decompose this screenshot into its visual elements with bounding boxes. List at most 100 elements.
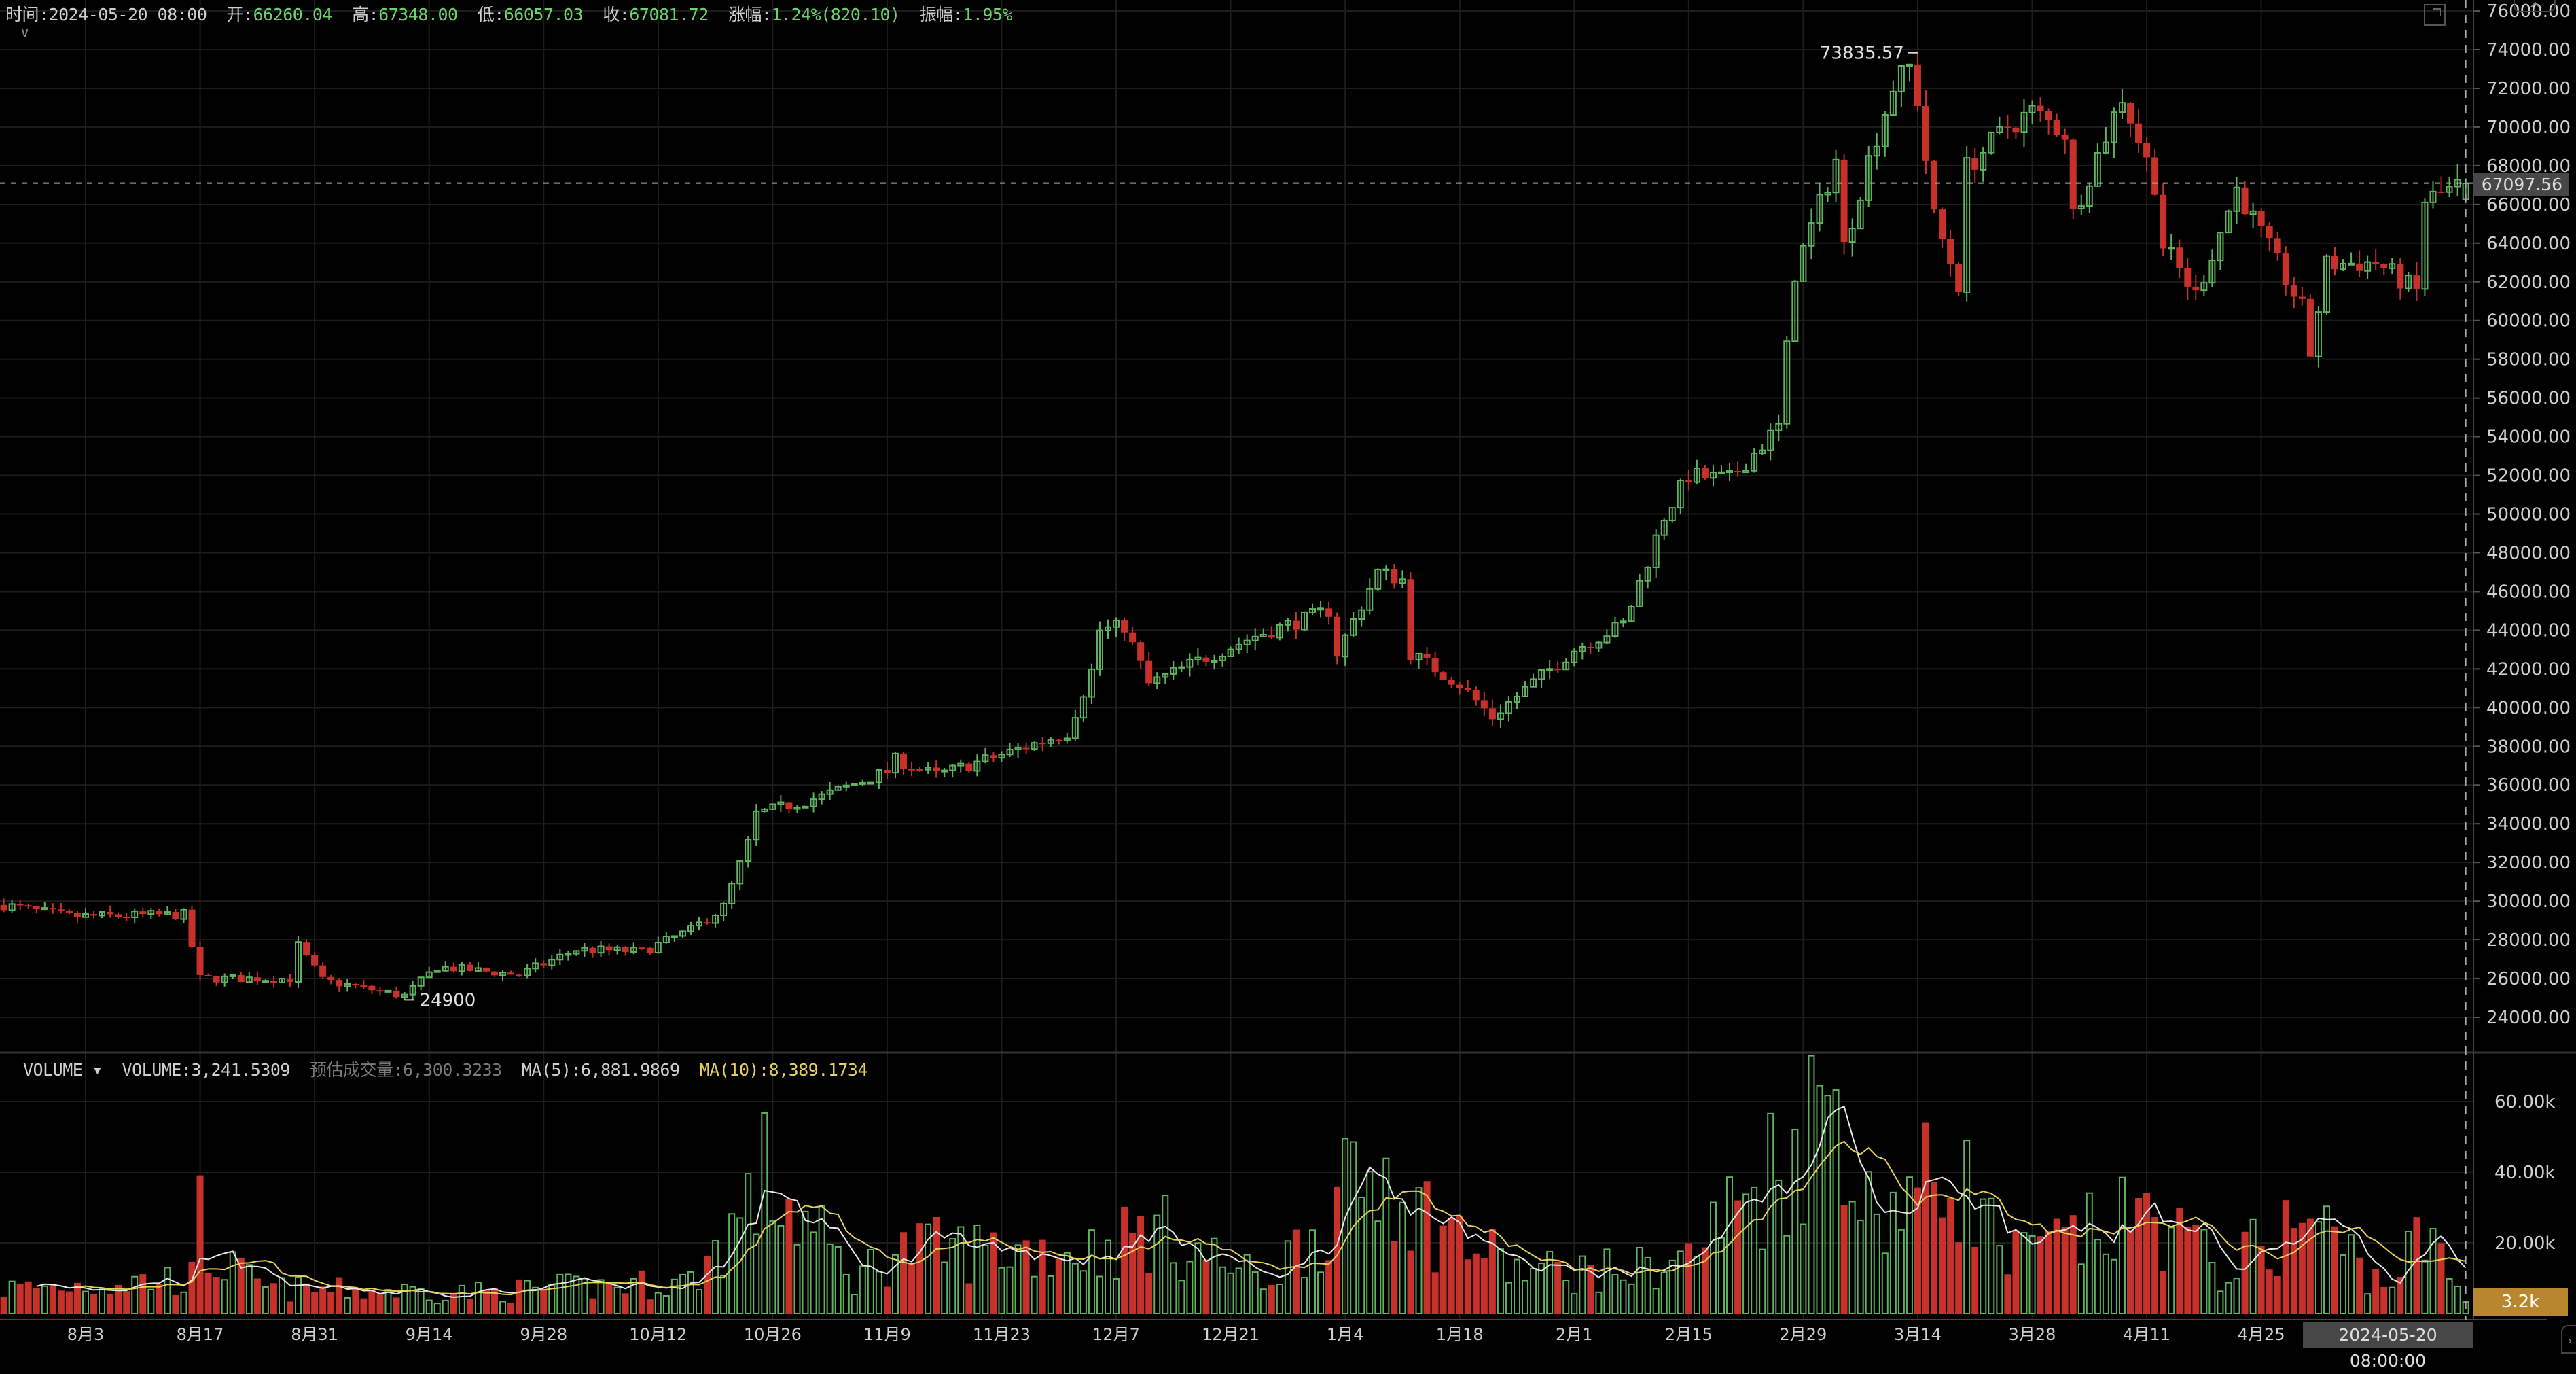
candle-up [2225, 210, 2232, 234]
volume-bar [1628, 1283, 1635, 1314]
volume-bar [262, 1286, 269, 1315]
volume-bar [2274, 1275, 2281, 1314]
volume-bar [1325, 1260, 1333, 1314]
candle-down [2151, 157, 2159, 195]
chevron-down-icon[interactable]: ∨ [20, 24, 30, 41]
candle-down [352, 983, 359, 986]
volume-bar [777, 1225, 785, 1315]
candle-down [1480, 700, 1488, 709]
candle-up [1857, 199, 1864, 230]
volume-bar [1448, 1218, 1455, 1314]
candle-up [1832, 158, 1840, 194]
candle-up [2020, 111, 2028, 133]
candle-up [818, 793, 825, 800]
volume-bar [1767, 1112, 1774, 1315]
volume-bar [8, 1280, 16, 1314]
volume-bar [1881, 1252, 1889, 1314]
candle-up [802, 805, 809, 809]
candle-down [2184, 268, 2192, 287]
candle-down [1448, 680, 1455, 685]
candle-down [2437, 191, 2445, 193]
change-value: 1.24%(820.10) [771, 5, 900, 24]
volume-bar [1889, 1191, 1897, 1315]
volume-bar [499, 1301, 507, 1314]
volume-bar [1636, 1246, 1643, 1314]
volume-ma-lines [36, 1105, 2467, 1299]
volume-bar [1595, 1291, 1603, 1314]
volume-bar [1006, 1266, 1014, 1315]
candle-up [761, 808, 768, 812]
volume-indicator-select[interactable]: VOLUME [23, 1060, 83, 1080]
fullscreen-icon[interactable] [2424, 4, 2446, 26]
candle-up [687, 925, 694, 932]
candle-down [1055, 739, 1062, 741]
volume-bar [1235, 1267, 1242, 1315]
candle-down [2069, 139, 2077, 209]
candle-up [1031, 742, 1038, 750]
price-tick-label: 42000.00 [2486, 659, 2571, 680]
price-tick-label: 52000.00 [2486, 466, 2571, 487]
volume-ma5-line [36, 1105, 2467, 1299]
price-tick-label: 44000.00 [2486, 620, 2571, 641]
candle-down [605, 946, 613, 951]
volume-bar [646, 1299, 654, 1314]
volume-bar [908, 1263, 916, 1314]
volume-tick-label: 60.00k [2494, 1092, 2556, 1112]
candle-up [1153, 676, 1161, 684]
candle-up [696, 921, 702, 927]
volume-bar [2421, 1259, 2429, 1315]
candle-down [1022, 747, 1030, 750]
candle-down [2331, 256, 2338, 270]
candle-up [679, 930, 686, 937]
candle-up [1751, 453, 1758, 472]
candle-down [196, 947, 204, 975]
volume-bar [2446, 1278, 2453, 1315]
candle-down [1971, 158, 1979, 170]
candle-up [131, 911, 139, 918]
candle-up [1350, 618, 1357, 636]
candle-down [933, 767, 940, 772]
candle-up [8, 903, 16, 911]
candle-down [123, 917, 130, 919]
candle-down [900, 753, 907, 769]
volume-bar [1129, 1233, 1137, 1314]
candle-down [2004, 126, 2011, 128]
volume-bar [793, 1244, 801, 1314]
candle-up [2118, 102, 2126, 113]
volume-bar [524, 1280, 531, 1314]
price-tick-label: 50000.00 [2486, 505, 2571, 525]
candle-up [1366, 588, 1374, 611]
volume-bar [2348, 1234, 2355, 1314]
candle-down [2045, 111, 2052, 120]
candle-down [1423, 653, 1431, 658]
candle-down [785, 802, 793, 809]
candle-down [1734, 471, 1742, 473]
candle-down [2176, 247, 2183, 268]
volume-bar [2110, 1258, 2117, 1315]
price-tick-label: 62000.00 [2486, 272, 2571, 293]
candle-up [1178, 666, 1185, 669]
candle-up [1227, 648, 1234, 657]
chevron-up-icon[interactable] [2514, 0, 2556, 12]
candle-down [2298, 296, 2306, 299]
crosshair-date-label: 2024-05-20 08:00:00 [2303, 1322, 2473, 1371]
chevron-right-icon[interactable]: › [2561, 1325, 2576, 1354]
volume-bar [1546, 1250, 1554, 1314]
time-value: 2024-05-20 08:00 [48, 5, 207, 24]
volume-bar [900, 1232, 907, 1314]
candle-up [532, 962, 539, 970]
volume-bar [1194, 1242, 1202, 1315]
candle-up [1047, 739, 1054, 744]
dropdown-arrow-icon[interactable]: ▾ [92, 1060, 103, 1080]
volume-bar [1063, 1252, 1071, 1315]
volume-bar [1652, 1288, 1660, 1315]
candle-down [2241, 187, 2249, 215]
volume-bar [2192, 1224, 2200, 1314]
volume-bar [1783, 1235, 1791, 1314]
candle-down [16, 904, 24, 906]
candle-up [82, 913, 89, 918]
candle-up [1300, 611, 1308, 631]
candle-up [221, 975, 228, 983]
candle-up [957, 762, 965, 767]
